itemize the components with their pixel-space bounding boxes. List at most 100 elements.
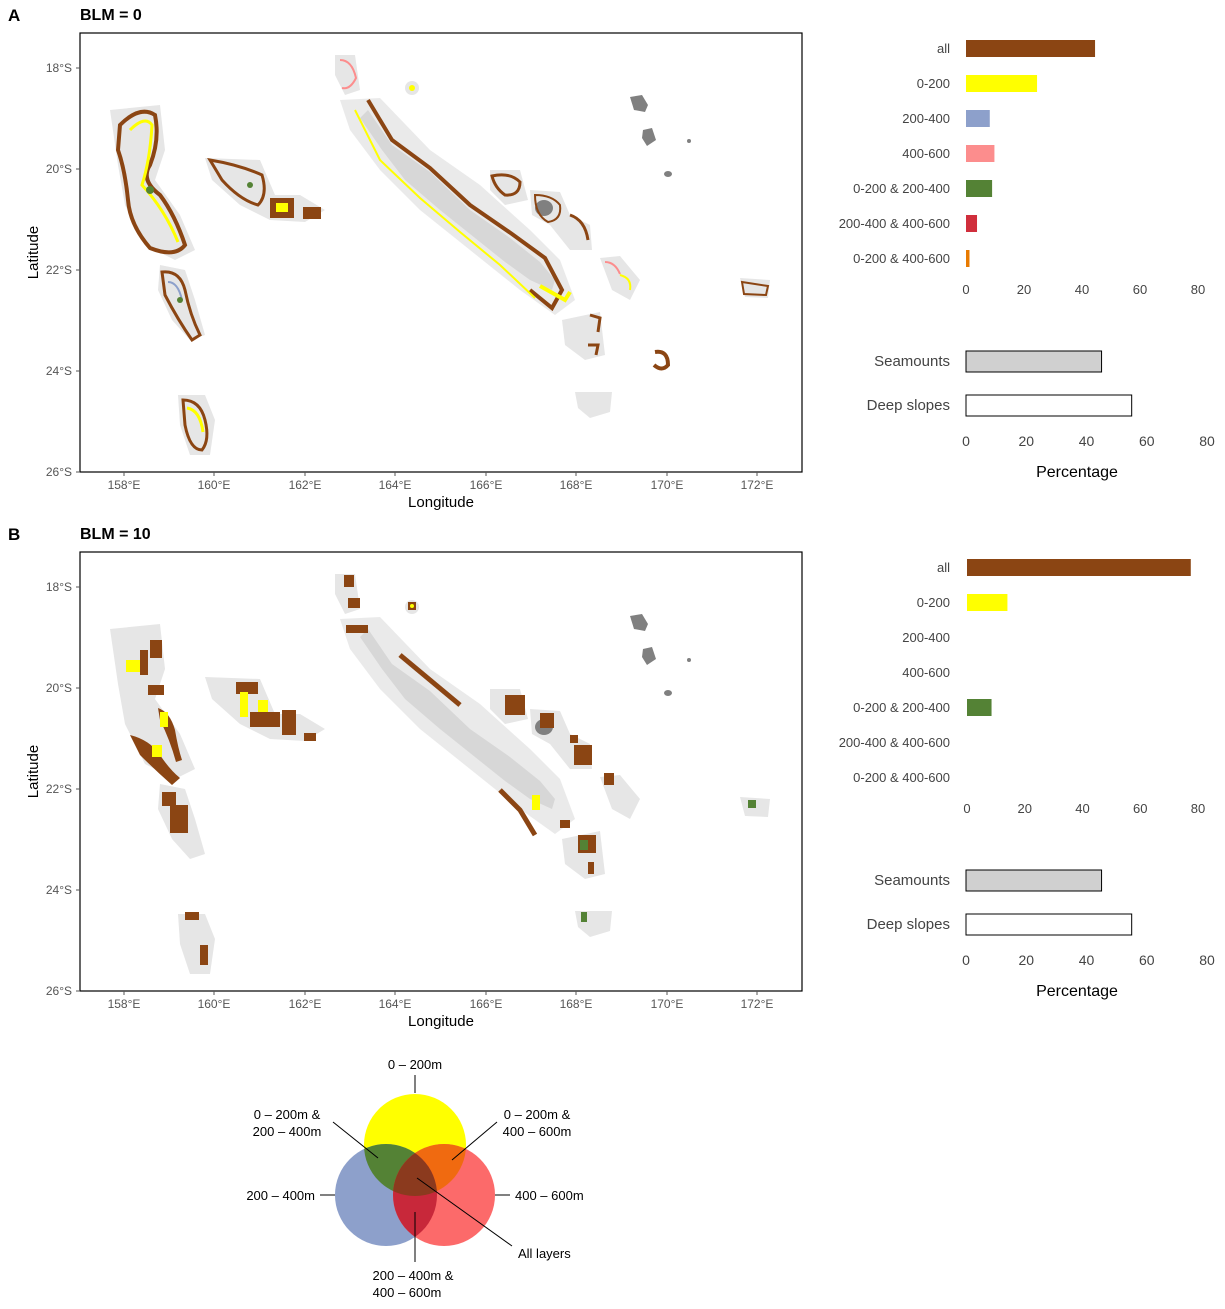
- map-x-tick-label: 160°E: [198, 997, 231, 1011]
- bar-category-label: 0-200 & 400-600: [853, 251, 950, 266]
- map-x-tick-label: 164°E: [379, 997, 412, 1011]
- secondary-x-tick-label: 60: [1139, 952, 1155, 968]
- bar-category-label: 0-200 & 200-400: [853, 181, 950, 196]
- panel-a-title: BLM = 0: [80, 7, 142, 24]
- bar: [966, 40, 1096, 57]
- map-y-tick-label: 24°S: [46, 364, 72, 378]
- secondary-bar: [965, 869, 1103, 892]
- secondary-x-tick-label: 60: [1139, 433, 1155, 449]
- secondary-x-tick-label: 40: [1079, 952, 1095, 968]
- bar-x-tick-label: 80: [1191, 282, 1205, 297]
- bar-category-label: 0-200: [917, 76, 950, 91]
- legend-label-bottom-2: 400 – 600m: [373, 1285, 442, 1300]
- bar: [966, 75, 1038, 92]
- legend-label-left: 200 – 400m: [246, 1188, 315, 1203]
- bar-x-tick-label: 0: [963, 801, 970, 816]
- bar-category-label: 400-600: [902, 665, 950, 680]
- map-y-tick-label: 26°S: [46, 984, 72, 998]
- map-b: [79, 551, 803, 992]
- map-y-tick-label: 22°S: [46, 263, 72, 277]
- map-x-tick-label: 168°E: [560, 997, 593, 1011]
- panel-b-title: BLM = 10: [80, 526, 151, 543]
- bar-category-label: 0-200 & 400-600: [853, 770, 950, 785]
- panel-a-letter: A: [8, 6, 20, 25]
- panel-a: A BLM = 0: [8, 6, 803, 473]
- legend-label-top: 0 – 200m: [388, 1057, 442, 1072]
- secondary-x-tick-label: 20: [1018, 433, 1034, 449]
- legend-label-right: 400 – 600m: [515, 1188, 584, 1203]
- map-x-tick-label: 160°E: [198, 478, 231, 492]
- map-ylabel: Latitude: [25, 226, 42, 279]
- map-x-tick-label: 172°E: [741, 997, 774, 1011]
- map-x-tick-label: 158°E: [108, 478, 141, 492]
- bar-x-tick-label: 40: [1075, 282, 1089, 297]
- bar-category-label: 200-400: [902, 111, 950, 126]
- legend-label-top-left-2: 200 – 400m: [253, 1124, 322, 1139]
- panel-b: B BLM = 10: [8, 525, 803, 992]
- map-a: [79, 32, 803, 473]
- map-x-tick-label: 172°E: [741, 478, 774, 492]
- map-y-tick-label: 18°S: [46, 61, 72, 75]
- bar-category-label: 200-400 & 400-600: [839, 735, 950, 750]
- secondary-x-tick-label: 40: [1079, 433, 1095, 449]
- map-y-tick-label: 18°S: [46, 580, 72, 594]
- map-axes: 158°E 160°E 162°E 164°E 166°E 168°E 170°E 172°E…: [25, 61, 773, 1030]
- map-x-tick-label: 166°E: [470, 997, 503, 1011]
- bar-category-label: 0-200 & 200-400: [853, 700, 950, 715]
- bar-category-label: 400-600: [902, 146, 950, 161]
- map-xlabel: Longitude: [408, 494, 474, 511]
- secondary-x-tick-label: 80: [1199, 952, 1215, 968]
- bar-x-tick-label: 20: [1018, 801, 1032, 816]
- bar: [966, 215, 978, 232]
- map-y-tick-label: 22°S: [46, 782, 72, 796]
- secondary-x-tick-label: 0: [962, 433, 970, 449]
- map-ylabel: Latitude: [25, 745, 42, 798]
- legend-label-all-layers: All layers: [518, 1246, 571, 1261]
- bar: [966, 250, 970, 267]
- legend-label-bottom-1: 200 – 400m &: [373, 1268, 454, 1283]
- bar-category-label: all: [937, 560, 950, 575]
- legend-venn: 0 – 200m 0 – 200m & 200 – 400m 0 – 200m …: [246, 1057, 583, 1300]
- bar: [966, 145, 995, 162]
- secondary-bar: [965, 394, 1133, 417]
- legend-overlap-all: [393, 1144, 437, 1196]
- bar-x-tick-label: 60: [1133, 801, 1147, 816]
- bar-category-label: all: [937, 41, 950, 56]
- secondary-xlabel: Percentage: [1036, 464, 1118, 481]
- map-y-tick-label: 20°S: [46, 681, 72, 695]
- bar-x-tick-label: 60: [1133, 282, 1147, 297]
- secondary-bar: [965, 350, 1103, 373]
- bar-category-label: 0-200: [917, 595, 950, 610]
- secondary-xlabel: Percentage: [1036, 983, 1118, 1000]
- bar: [967, 594, 1008, 611]
- secondary-category-label: Deep slopes: [867, 916, 950, 933]
- map-x-tick-label: 170°E: [651, 997, 684, 1011]
- secondary-category-label: Deep slopes: [867, 397, 950, 414]
- map-x-tick-label: 168°E: [560, 478, 593, 492]
- bar: [967, 699, 992, 716]
- secondary-category-label: Seamounts: [874, 872, 950, 889]
- bar-category-label: 200-400 & 400-600: [839, 216, 950, 231]
- map-x-tick-label: 162°E: [289, 478, 322, 492]
- legend-label-top-left-1: 0 – 200m &: [254, 1107, 321, 1122]
- legend-label-top-right-2: 400 – 600m: [503, 1124, 572, 1139]
- bar-x-tick-label: 40: [1075, 801, 1089, 816]
- bar-x-tick-label: 0: [962, 282, 969, 297]
- map-xlabel: Longitude: [408, 1013, 474, 1030]
- map-x-tick-label: 170°E: [651, 478, 684, 492]
- legend-label-top-right-1: 0 – 200m &: [504, 1107, 571, 1122]
- bar: [966, 110, 990, 127]
- bar: [967, 559, 1191, 576]
- bar: [966, 180, 993, 197]
- map-y-tick-label: 20°S: [46, 162, 72, 176]
- bar-x-tick-label: 20: [1017, 282, 1031, 297]
- map-y-tick-label: 26°S: [46, 465, 72, 479]
- panel-b-letter: B: [8, 525, 20, 544]
- secondary-x-tick-label: 0: [962, 952, 970, 968]
- secondary-x-tick-label: 20: [1018, 952, 1034, 968]
- secondary-x-tick-label: 80: [1199, 433, 1215, 449]
